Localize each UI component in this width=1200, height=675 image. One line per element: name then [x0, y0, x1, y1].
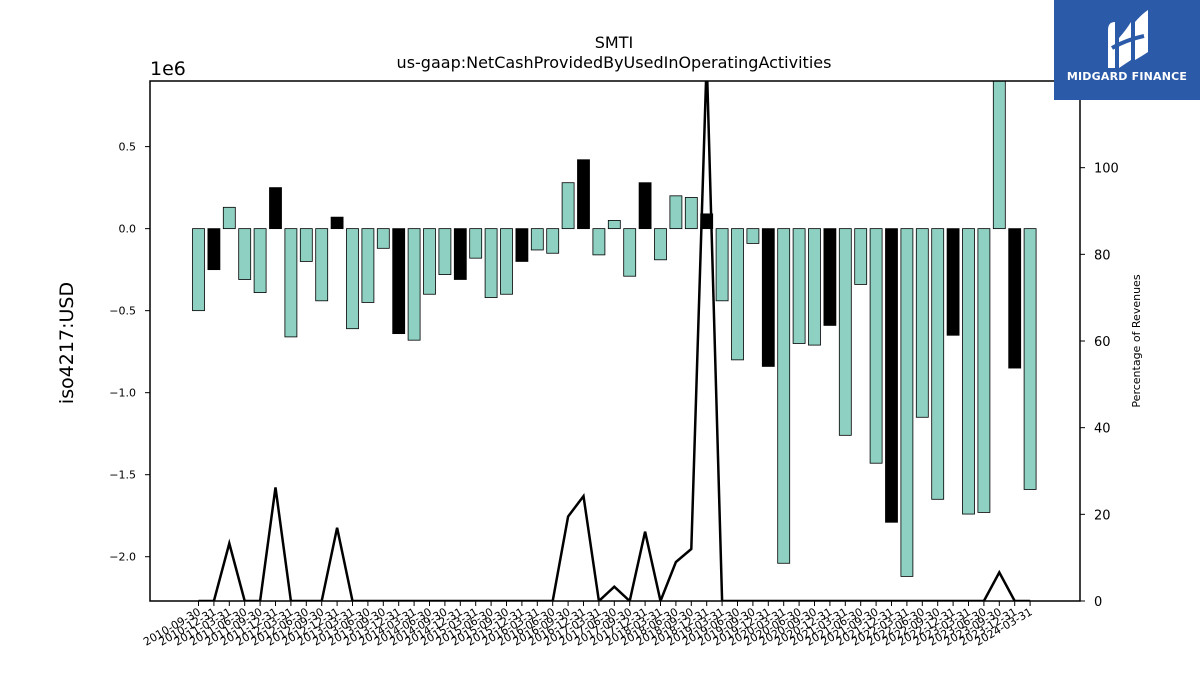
logo-text: MIDGARD FINANCE — [1066, 70, 1188, 83]
bar-2017-09-30 — [623, 228, 637, 277]
bar-2019-12-31 — [761, 228, 775, 367]
bar-2014-06-30 — [423, 228, 436, 295]
midgard-logo-icon — [1054, 0, 1200, 100]
bar-2018-06-30 — [669, 195, 683, 230]
bar-2017-12-31 — [638, 182, 652, 230]
bar-2023-09-30 — [992, 81, 1006, 230]
y-tick-label: −2.0 — [109, 551, 136, 564]
bar-2016-09-30 — [561, 182, 575, 230]
bar-2021-03-31 — [838, 228, 852, 436]
y-tick-label: −0.5 — [109, 305, 136, 318]
bar-2019-06-30 — [731, 228, 744, 361]
line-layer — [198, 81, 1031, 601]
bar-2013-12-31 — [392, 228, 406, 335]
y2-tick-label: 20 — [1094, 508, 1111, 523]
y-tick-label: 0.0 — [119, 223, 137, 236]
y-ticks-layer: −2.0 −1.5 −1.0 −0.5 0.0 0.5 — [109, 141, 150, 564]
bar-2023-12-31 — [1008, 228, 1022, 369]
bar-2022-09-30 — [931, 228, 945, 500]
bar-2012-03-31 — [284, 228, 298, 338]
bar-2020-06-30 — [792, 228, 806, 344]
bar-2020-12-31 — [823, 228, 837, 326]
bar-2020-09-30 — [808, 228, 821, 346]
y2-tick-label: 80 — [1094, 248, 1111, 263]
y-tick-label: 0.5 — [119, 141, 137, 154]
y2-tick-label: 60 — [1094, 335, 1111, 350]
y2-tick-label: 40 — [1094, 422, 1111, 437]
bars-layer — [192, 81, 1037, 577]
chart-title: SMTI — [595, 33, 633, 52]
bar-2018-09-30 — [684, 197, 698, 230]
x-ticks-layer: 2010-09-302010-12-312011-03-312011-06-30… — [141, 601, 1035, 649]
logo: MIDGARD FINANCE — [1054, 0, 1200, 100]
bar-2015-12-31 — [515, 228, 529, 262]
bar-2019-03-31 — [715, 228, 729, 302]
bar-2016-12-31 — [577, 159, 590, 230]
bar-2013-06-30 — [361, 228, 375, 303]
y-tick-label: −1.5 — [109, 469, 136, 482]
bar-2011-03-31 — [222, 206, 236, 230]
bar-2015-06-30 — [484, 228, 498, 298]
bar-2012-06-30 — [299, 228, 313, 262]
y-tick-label: −1.0 — [109, 387, 136, 400]
bar-2010-12-31 — [207, 228, 221, 271]
bar-2014-09-30 — [438, 228, 452, 275]
bar-2017-03-31 — [592, 228, 606, 256]
bar-2022-06-30 — [915, 228, 929, 418]
bar-2013-09-30 — [376, 228, 390, 249]
bar-2023-06-30 — [977, 228, 991, 513]
bar-2015-09-30 — [500, 228, 513, 295]
bar-2011-12-31 — [269, 187, 282, 230]
bar-2021-06-30 — [854, 228, 868, 285]
bar-2020-03-31 — [777, 228, 791, 564]
percentage-line — [198, 81, 1031, 601]
bar-2019-09-30 — [746, 228, 760, 244]
bar-2016-06-30 — [546, 228, 560, 254]
bar-2015-03-31 — [469, 228, 483, 259]
bar-2017-06-30 — [607, 220, 621, 230]
y-offset-label: 1e6 — [150, 58, 186, 80]
y2-tick-label: 100 — [1094, 162, 1119, 177]
bar-2012-12-31 — [330, 216, 344, 230]
bar-2011-06-30 — [238, 228, 252, 280]
bar-2012-09-30 — [315, 228, 329, 302]
bar-2014-12-31 — [453, 228, 467, 280]
y2-tick-label: 0 — [1094, 595, 1102, 610]
bar-2021-12-31 — [885, 228, 898, 523]
chart-subtitle: us-gaap:NetCashProvidedByUsedInOperating… — [397, 53, 832, 72]
bar-2011-09-30 — [253, 228, 267, 294]
bar-2010-09-30 — [192, 228, 205, 312]
bar-2023-03-31 — [962, 228, 975, 515]
bar-2024-03-31 — [1023, 228, 1037, 490]
bar-2014-03-31 — [407, 228, 421, 341]
bar-2016-03-31 — [530, 228, 544, 251]
bar-2022-03-31 — [900, 228, 914, 577]
y2-axis-label: Percentage of Revenues — [1130, 274, 1143, 407]
y2-ticks-layer: 0 20 40 60 80 100 — [1080, 162, 1119, 610]
bar-2018-03-31 — [654, 228, 667, 261]
bar-2013-03-31 — [346, 228, 359, 330]
bar-2021-09-30 — [869, 228, 883, 464]
bar-2022-12-31 — [946, 228, 960, 336]
y-axis-label: iso4217:USD — [56, 282, 78, 404]
